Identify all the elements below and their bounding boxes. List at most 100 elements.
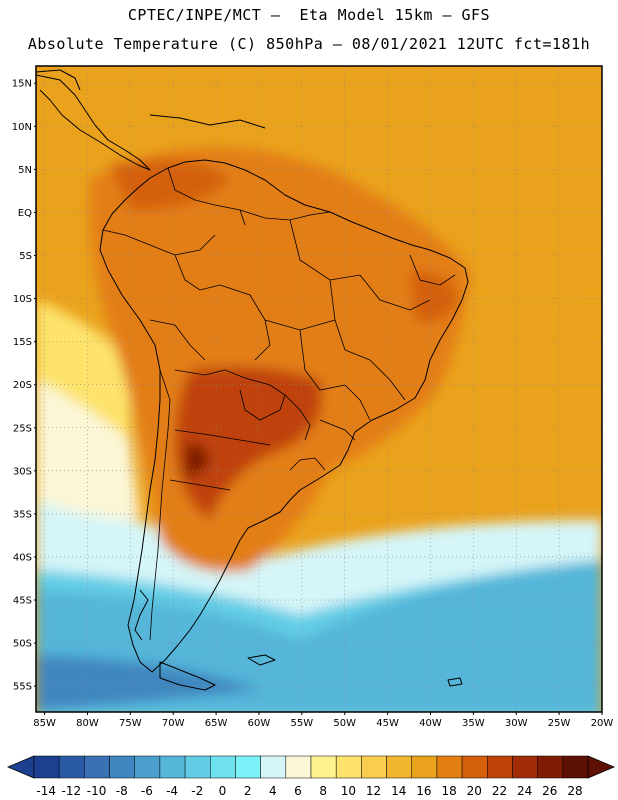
central-america-coastline: [36, 74, 151, 171]
lon-label: 65W: [205, 718, 228, 729]
border-brazil-argentina: [284, 394, 311, 441]
colorbar-swatch: [487, 755, 513, 779]
border-peru-brazil: [174, 254, 221, 291]
lon-label: 25W: [548, 718, 571, 729]
brazil-states-8: [409, 254, 456, 286]
field-hot-northeast: [410, 270, 460, 323]
colorbar-label: 28: [567, 784, 582, 798]
lat-label: 5S: [19, 251, 32, 262]
colorbar-label: 16: [416, 784, 431, 798]
field-yellow-pacific: [36, 300, 130, 440]
field-mild-band: [36, 500, 602, 615]
brazil-states-3: [329, 279, 371, 361]
colorbar-label: 4: [269, 784, 277, 798]
lat-label: 50S: [13, 639, 32, 650]
colorbar-swatch: [562, 755, 589, 779]
colorbar-swatch: [335, 755, 362, 779]
colorbar-label: -8: [116, 784, 128, 798]
lon-label: 40W: [419, 718, 442, 729]
lat-label: 25S: [13, 423, 32, 434]
lat-label: EQ: [18, 208, 32, 219]
lon-label: 30W: [505, 718, 528, 729]
lat-label: 55S: [13, 682, 32, 693]
field-pale-pacific: [36, 380, 140, 520]
brazil-states-4: [369, 359, 406, 401]
colorbar-swatch: [58, 755, 85, 779]
colorbar-swatch: [436, 755, 463, 779]
colorbar-swatch: [109, 755, 135, 779]
colorbar-swatch: [512, 755, 538, 779]
colorbar-swatch: [33, 755, 60, 779]
field-atlantic-streak: [470, 300, 602, 345]
colorbar-swatch: [84, 755, 110, 779]
field-hottest: [185, 444, 210, 476]
brazil-states-7: [344, 384, 371, 421]
brazil-states-6: [299, 329, 346, 391]
border-bolivia-argentina: [174, 369, 246, 379]
colorbar-label: 8: [319, 784, 327, 798]
yucatan-coastline: [36, 69, 81, 91]
temperature-field: [36, 66, 602, 712]
colorbar-swatch: [159, 755, 186, 779]
argentina-provinces-2: [169, 479, 231, 491]
colorbar-swatch: [411, 755, 438, 779]
lat-label: 20S: [13, 380, 32, 391]
chiloe-islands: [134, 589, 149, 641]
title-line-1: CPTEC/INPE/MCT – Eta Model 15km – GFS: [127, 6, 491, 24]
colorbar-swatch: [361, 755, 387, 779]
lon-label: 45W: [376, 718, 399, 729]
argentina-provinces: [174, 429, 271, 446]
colorbar-swatch: [386, 755, 412, 779]
colorbar-swatch: [210, 755, 236, 779]
colorbar-swatch: [260, 755, 287, 779]
border-paraguay: [239, 377, 286, 421]
colorbar-label: 10: [341, 784, 356, 798]
colorbar-low-arrow: [6, 755, 35, 779]
colorbar-label: -10: [87, 784, 107, 798]
colorbar-label: 20: [467, 784, 482, 798]
colorbar-label: 12: [366, 784, 381, 798]
lat-label: 45S: [13, 596, 32, 607]
lat-label: 35S: [13, 509, 32, 520]
map-frame: [35, 65, 603, 713]
colorbar-swatch: [461, 755, 488, 779]
lon-label: 55W: [291, 718, 314, 729]
brazil-states-2: [359, 274, 431, 311]
colorbar-swatch: [134, 755, 161, 779]
lon-label: 50W: [333, 718, 356, 729]
colorbar-swatch: [310, 755, 337, 779]
lat-label: 5N: [18, 165, 32, 176]
caribbean-coast: [149, 114, 266, 129]
south-america-coastline: [99, 159, 469, 673]
lon-label: 60W: [248, 718, 271, 729]
lon-label: 80W: [76, 718, 99, 729]
lon-label: 70W: [162, 718, 185, 729]
field-warm-venezuela: [110, 160, 230, 210]
south-georgia: [447, 677, 463, 687]
lat-label: 10S: [13, 294, 32, 305]
colorbar-label: -4: [166, 784, 178, 798]
colorbar-label: -6: [141, 784, 153, 798]
colorbar-label: 6: [294, 784, 302, 798]
country-borders: [102, 167, 456, 641]
border-colombia-peru: [102, 229, 216, 256]
coastlines: [36, 69, 469, 691]
border-chile-argentina: [149, 369, 171, 641]
border-peru-bolivia: [149, 319, 206, 361]
brazil-states-9: [319, 419, 356, 441]
colorbar-label: -2: [191, 784, 203, 798]
lon-label: 35W: [462, 718, 485, 729]
malvinas-islands: [247, 654, 276, 666]
lat-label: 40S: [13, 552, 32, 563]
colorbar-swatch: [235, 755, 261, 779]
colorbar-label: 0: [219, 784, 227, 798]
lon-label: 75W: [119, 718, 142, 729]
border-uruguay: [289, 457, 326, 471]
colorbar-label: 18: [441, 784, 456, 798]
colorbar-high-arrow: [587, 755, 616, 779]
lat-label: 15S: [13, 337, 32, 348]
colorbar-label: -14: [36, 784, 56, 798]
border-colombia-venezuela: [167, 167, 246, 226]
tierra-del-fuego: [159, 661, 216, 691]
